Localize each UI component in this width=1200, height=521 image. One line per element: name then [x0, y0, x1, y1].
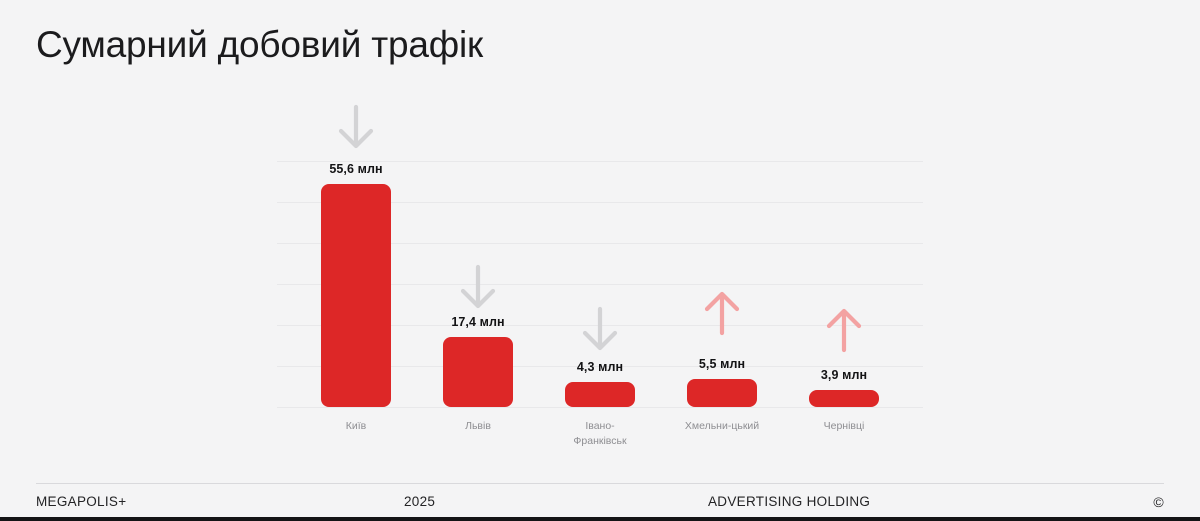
trend-down-icon — [458, 264, 498, 310]
bar-value-label: 17,4 млн — [451, 315, 505, 329]
gridline — [277, 284, 923, 285]
category-label: Чернівці — [823, 420, 865, 432]
bar-value-label: 3,9 млн — [820, 368, 868, 382]
bar-value-label: 4,3 млн — [576, 360, 624, 374]
gridline — [277, 161, 923, 162]
trend-up-icon — [702, 290, 742, 336]
gridline — [277, 202, 923, 203]
bar-chernivtsi — [809, 390, 879, 407]
bar-khmelnytskyi — [687, 379, 757, 407]
bar-kyiv — [321, 184, 391, 407]
bar-ivano-frankivsk — [565, 382, 635, 407]
bar-lviv — [443, 337, 513, 407]
page-title: Сумарний добовий трафік — [36, 24, 484, 65]
footer-year: 2025 — [404, 494, 436, 509]
footer-holding: ADVERTISING HOLDING — [708, 494, 871, 509]
bar-value-label: 55,6 млн — [329, 162, 383, 176]
category-label: Івано- Франківськ — [573, 420, 627, 448]
gridline — [277, 243, 923, 244]
category-label: Хмельни-цький — [684, 420, 760, 432]
copyright-icon: © — [1153, 494, 1164, 510]
bar-value-label: 5,5 млн — [698, 357, 746, 371]
trend-up-icon — [824, 307, 864, 353]
bottom-accent-bar — [0, 517, 1200, 521]
trend-down-icon — [336, 104, 376, 150]
category-label: Львів — [465, 420, 491, 432]
footer-divider — [36, 483, 1164, 484]
footer-brand: MEGAPOLIS+ — [36, 494, 127, 509]
category-label: Київ — [345, 420, 367, 432]
gridline — [277, 407, 923, 408]
trend-down-icon — [580, 306, 620, 352]
gridline — [277, 366, 923, 367]
